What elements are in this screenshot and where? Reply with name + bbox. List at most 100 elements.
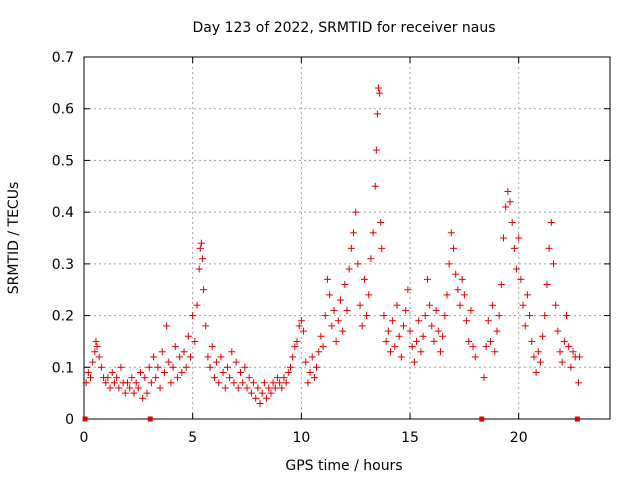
data-point xyxy=(400,322,408,330)
data-point xyxy=(486,337,494,345)
data-point xyxy=(291,343,299,351)
data-point xyxy=(445,260,453,268)
data-point xyxy=(543,281,551,289)
data-point xyxy=(345,265,353,273)
data-point xyxy=(221,384,229,392)
data-point xyxy=(84,368,92,376)
data-point xyxy=(313,363,321,371)
data-point xyxy=(456,301,464,309)
data-point xyxy=(315,348,323,356)
data-point xyxy=(391,343,399,351)
y-tick-label: 0.4 xyxy=(52,205,74,221)
data-point xyxy=(234,384,242,392)
data-point xyxy=(426,301,434,309)
x-tick-label: 10 xyxy=(292,430,310,446)
data-point xyxy=(428,322,436,330)
data-point xyxy=(230,379,238,387)
data-point xyxy=(302,358,310,366)
data-point xyxy=(215,379,223,387)
data-point xyxy=(195,265,203,273)
y-axis-label: SRMTID / TECUs xyxy=(6,182,22,295)
data-point xyxy=(89,358,97,366)
data-point xyxy=(106,384,114,392)
data-point xyxy=(217,353,225,361)
data-point xyxy=(515,234,523,242)
data-point xyxy=(208,343,216,351)
data-point xyxy=(484,317,492,325)
data-point xyxy=(226,374,234,382)
data-point xyxy=(196,244,204,252)
data-point xyxy=(458,275,466,283)
data-point xyxy=(510,244,518,252)
data-point xyxy=(334,317,342,325)
data-point xyxy=(304,379,312,387)
data-point xyxy=(365,291,373,299)
data-point xyxy=(373,110,381,118)
data-point xyxy=(567,363,575,371)
data-point xyxy=(506,198,514,206)
data-point xyxy=(239,379,247,387)
data-point xyxy=(95,353,103,361)
data-point xyxy=(417,348,425,356)
data-point xyxy=(163,322,171,330)
data-point xyxy=(202,322,210,330)
data-point xyxy=(123,379,131,387)
data-point xyxy=(499,234,507,242)
data-point xyxy=(552,301,560,309)
x-tick-label: 15 xyxy=(401,430,419,446)
data-point xyxy=(332,337,340,345)
data-point xyxy=(108,368,116,376)
data-point xyxy=(93,343,101,351)
data-point xyxy=(375,84,383,92)
data-point xyxy=(549,260,557,268)
data-point xyxy=(280,374,288,382)
data-point xyxy=(276,379,284,387)
x-tick-label: 5 xyxy=(188,430,197,446)
y-tick-label: 0 xyxy=(65,412,74,428)
data-point xyxy=(173,374,181,382)
y-tick-label: 0.3 xyxy=(52,257,74,273)
data-point xyxy=(104,374,112,382)
data-point xyxy=(371,182,379,190)
data-point xyxy=(82,379,90,387)
data-point xyxy=(372,146,380,154)
data-point xyxy=(300,327,308,335)
data-point xyxy=(92,337,100,345)
data-point xyxy=(519,301,527,309)
data-point xyxy=(319,343,327,351)
data-point xyxy=(134,384,142,392)
data-point xyxy=(547,218,555,226)
data-point xyxy=(171,343,179,351)
data-point xyxy=(256,399,264,407)
data-point xyxy=(402,306,410,314)
data-point xyxy=(197,239,205,247)
data-point xyxy=(223,363,231,371)
y-tick-label: 0.6 xyxy=(52,102,74,118)
y-tick-label: 0.2 xyxy=(52,309,74,325)
data-point xyxy=(328,322,336,330)
data-point xyxy=(443,291,451,299)
data-point xyxy=(389,317,397,325)
plot-frame xyxy=(83,56,611,420)
data-point xyxy=(326,291,334,299)
data-point xyxy=(408,343,416,351)
data-point xyxy=(343,306,351,314)
data-point-zero xyxy=(147,416,153,422)
data-point xyxy=(258,389,266,397)
data-point xyxy=(236,368,244,376)
data-point xyxy=(528,337,536,345)
data-point xyxy=(450,244,458,252)
data-point xyxy=(115,384,123,392)
data-point xyxy=(536,358,544,366)
data-point xyxy=(576,353,584,361)
data-point xyxy=(295,322,303,330)
data-point xyxy=(350,229,358,237)
x-tick-label: 0 xyxy=(80,430,89,446)
data-point-zero xyxy=(82,416,88,422)
data-point xyxy=(241,363,249,371)
data-point xyxy=(493,327,501,335)
x-tick-label: 20 xyxy=(510,430,528,446)
data-point xyxy=(432,306,440,314)
data-point xyxy=(306,368,314,376)
